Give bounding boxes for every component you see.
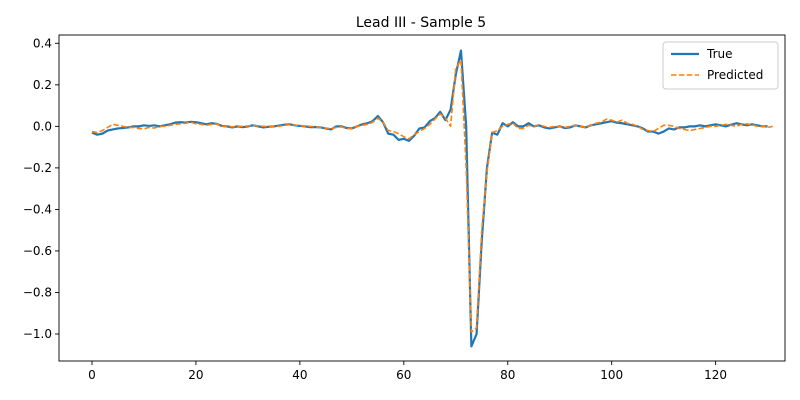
x-axis-ticks: 0 20 40 60 80 100 120 <box>88 361 727 382</box>
axes-frame <box>58 34 786 362</box>
series-group <box>91 49 773 348</box>
y-tick-label: −0.6 <box>23 244 52 258</box>
x-tick-label: 120 <box>704 368 727 382</box>
x-tick-label: 20 <box>188 368 203 382</box>
axes-border <box>58 34 786 362</box>
legend-label-true: True <box>706 47 733 61</box>
chart-title: Lead III - Sample 5 <box>356 15 486 31</box>
y-tick-label: 0.2 <box>33 78 52 92</box>
legend: True Predicted <box>662 41 779 90</box>
y-tick-label: −0.8 <box>23 285 52 299</box>
y-tick-label: −0.4 <box>23 202 52 216</box>
x-tick-label: 0 <box>88 368 96 382</box>
x-tick-label: 100 <box>600 368 623 382</box>
y-tick-label: −0.2 <box>23 161 52 175</box>
series-line-true <box>91 49 768 348</box>
legend-label-predicted: Predicted <box>707 68 763 82</box>
y-tick-label: 0.4 <box>33 36 52 50</box>
x-tick-label: 60 <box>396 368 411 382</box>
x-tick-label: 40 <box>292 368 307 382</box>
y-tick-label: −1.0 <box>23 327 52 341</box>
x-tick-label: 80 <box>500 368 515 382</box>
y-tick-label: 0.0 <box>33 119 52 133</box>
y-axis-ticks: −1.0 −0.8 −0.6 −0.4 −0.2 0.0 0.2 0.4 <box>23 36 59 341</box>
